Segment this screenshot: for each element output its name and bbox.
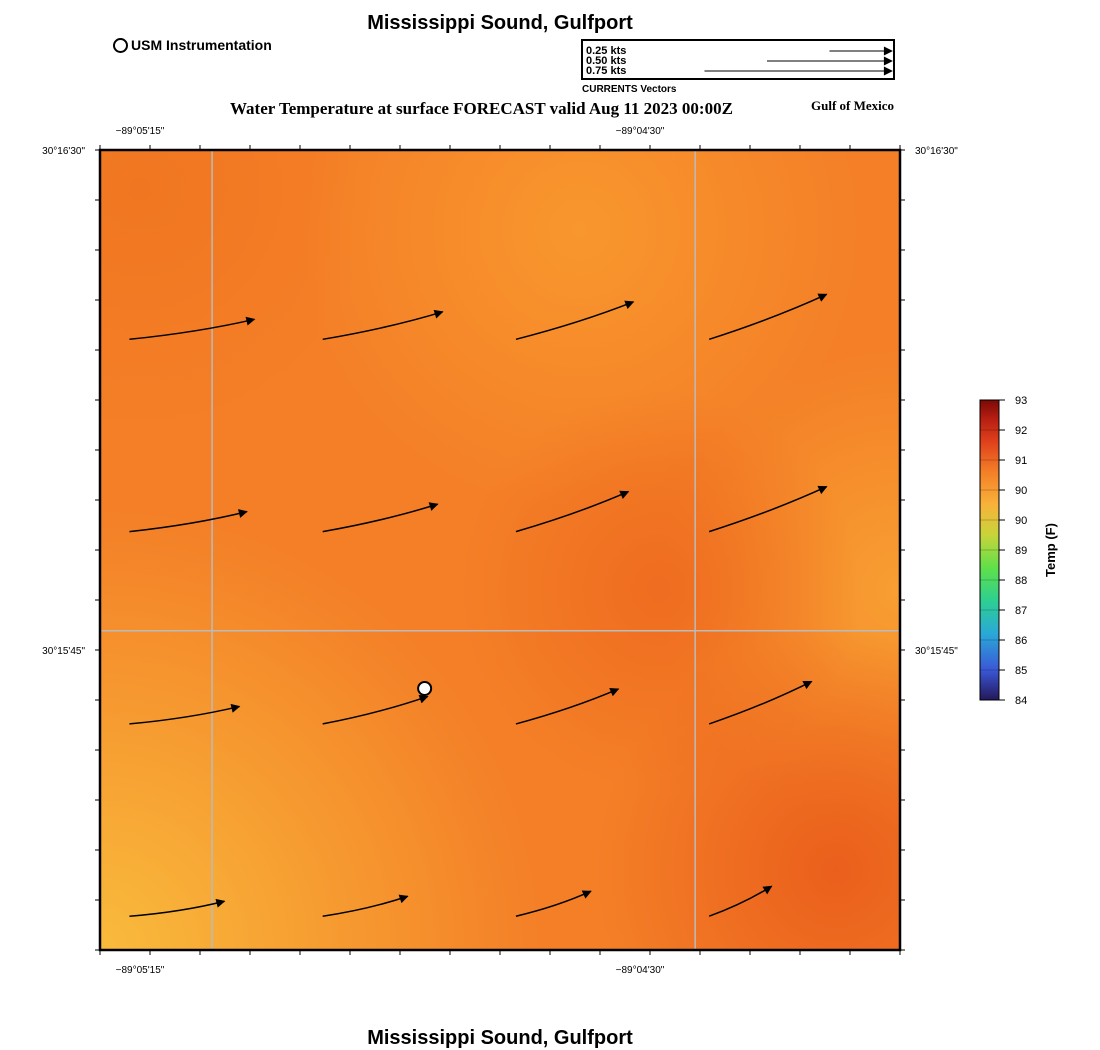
current-vector-arrow: [322, 694, 429, 725]
usm-instrumentation-legend: USM Instrumentation: [113, 37, 272, 53]
colorbar-tick-label: 88: [1015, 575, 1027, 587]
lat-label: 30°15'45": [42, 646, 85, 657]
current-vector-arrow: [322, 309, 444, 341]
colorbar-tick-label: 92: [1015, 425, 1027, 437]
vector-key-label: 0.75 kts: [586, 65, 626, 77]
footer-title: Mississippi Sound, Gulfport: [367, 1027, 633, 1049]
current-vector-arrow: [515, 300, 635, 341]
current-vector-arrow: [129, 316, 256, 341]
lat-label: 30°15'45": [915, 646, 958, 657]
lat-label: 30°16'30": [915, 146, 958, 157]
vector-key-box: [581, 39, 895, 80]
colorbar-tick-label: 87: [1015, 605, 1027, 617]
colorbar-label: Temp (F): [1043, 523, 1058, 577]
lon-label: −89°05'15": [116, 126, 165, 137]
vector-key-caption: CURRENTS Vectors: [582, 84, 677, 95]
colorbar-tick-label: 90: [1015, 485, 1027, 497]
current-vector-arrow: [129, 703, 241, 725]
lon-label: −89°04'30": [616, 965, 665, 976]
colorbar-tick-label: 84: [1015, 695, 1027, 707]
colorbar-tick-label: 93: [1015, 395, 1027, 407]
lon-label: −89°04'30": [616, 126, 665, 137]
lon-label: −89°05'15": [116, 965, 165, 976]
vector-key-label: 0.50 kts: [586, 55, 626, 67]
colorbar-tick-label: 91: [1015, 455, 1027, 467]
current-vector-arrow: [708, 485, 828, 533]
region-label: Gulf of Mexico: [811, 98, 895, 113]
colorbar-tick-label: 86: [1015, 635, 1027, 647]
usm-station: [417, 680, 433, 696]
current-vector-arrow: [322, 502, 439, 533]
current-vector-arrow: [129, 898, 226, 917]
current-vector-arrow: [515, 490, 630, 533]
station-marker-icon: [113, 37, 128, 53]
current-vector-arrow: [515, 890, 592, 917]
forecast-subtitle: Water Temperature at surface FORECAST va…: [230, 99, 733, 118]
current-vector-arrow: [708, 680, 813, 725]
lat-label: 30°16'30": [42, 146, 85, 157]
current-vector-arrow: [515, 687, 620, 725]
map-ticks: [95, 145, 905, 955]
temperature-patch: [100, 150, 900, 950]
map-title: Mississippi Sound, Gulfport: [367, 12, 633, 34]
colorbar-tick-label: 90: [1015, 515, 1027, 527]
current-vector-arrow: [129, 509, 248, 533]
temperature-field: [100, 150, 900, 950]
colorbar-tick-label: 85: [1015, 665, 1027, 677]
current-vector-arrow: [708, 885, 773, 917]
usm-station-marker: [417, 680, 433, 696]
vector-key-label: 0.25 kts: [586, 45, 626, 57]
current-vector-arrow: [322, 894, 409, 917]
colorbar: 84 85 86 87 88 89 90 90 91 92 93 Temp (F): [979, 395, 1058, 707]
usm-legend-label: USM Instrumentation: [131, 37, 272, 53]
colorbar-tick-label: 89: [1015, 545, 1027, 557]
current-vector-arrow: [708, 293, 828, 341]
gridlines: [100, 150, 900, 950]
current-vectors: [129, 293, 828, 917]
